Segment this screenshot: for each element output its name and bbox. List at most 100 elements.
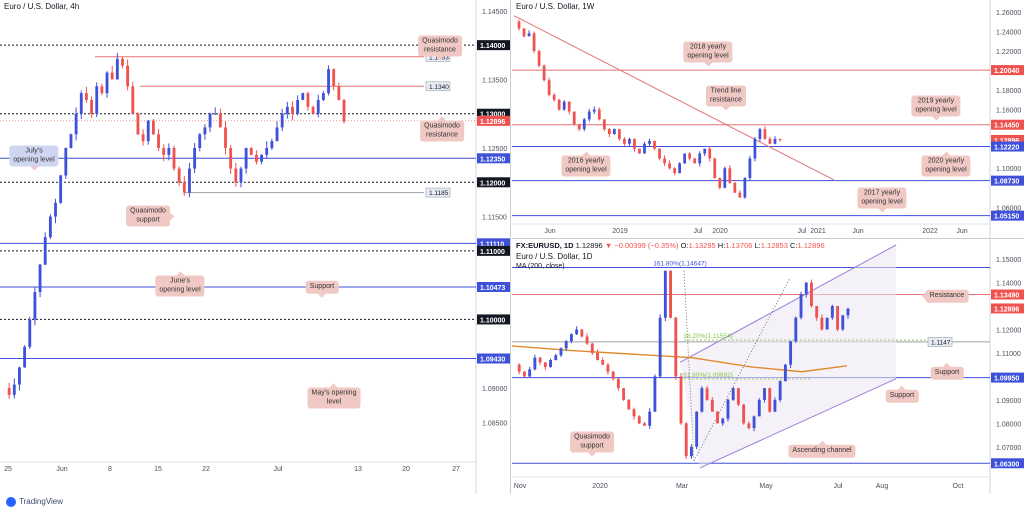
candle-body xyxy=(799,294,803,318)
price-tick-label: 1.08000 xyxy=(996,421,1021,428)
candle-body xyxy=(695,411,699,447)
candle-body xyxy=(260,154,263,162)
candle-body xyxy=(203,127,207,135)
candle-body xyxy=(825,317,829,330)
last-price: 1.12896 xyxy=(575,241,603,250)
price-tick-label: 1.10000 xyxy=(996,166,1021,173)
annotation-quasimodo-resistance-upper: Quasimodo resistance xyxy=(418,35,462,61)
candle-body xyxy=(663,270,667,318)
candle-body xyxy=(332,69,336,87)
price-label-blue: 1.12350 xyxy=(480,156,505,163)
candle-body xyxy=(28,319,32,347)
price-label-blue: 1.11110 xyxy=(480,241,504,248)
price-label-blue: 1.10473 xyxy=(480,285,505,292)
fib-label: 161.80%(1.14647) xyxy=(653,261,707,268)
price-tick-label: 1.08500 xyxy=(482,420,507,427)
candle-body xyxy=(285,106,289,114)
candle-body xyxy=(162,148,166,155)
candle-body xyxy=(763,388,766,400)
x-tick-label: Oct xyxy=(953,483,964,490)
price-tick-label: 1.15000 xyxy=(996,257,1021,264)
candle-body xyxy=(728,168,732,183)
candle-body xyxy=(537,50,541,66)
price-label-bg xyxy=(991,303,1024,314)
candle-body xyxy=(758,129,762,139)
candle-body xyxy=(59,175,63,203)
price-tick-label: 1.16000 xyxy=(996,108,1021,115)
candle-body xyxy=(291,106,294,114)
candle-body xyxy=(618,129,621,139)
x-tick-label: Aug xyxy=(876,483,889,490)
candle-body xyxy=(648,411,652,426)
candle-body xyxy=(85,93,88,100)
candle-body xyxy=(684,423,688,457)
candle-body xyxy=(820,317,824,330)
candle-body xyxy=(713,158,717,179)
price-label-bg xyxy=(991,119,1024,130)
high-value: 1.13706 xyxy=(725,241,753,250)
candle-body xyxy=(653,376,657,412)
candle-body xyxy=(585,336,589,344)
candle-body xyxy=(18,367,21,385)
candle-body xyxy=(193,148,197,169)
candle-body xyxy=(836,306,839,330)
candle-body xyxy=(582,119,586,130)
price-label-blue: 1.06300 xyxy=(994,461,1019,468)
annotation-may-opening-level: May's opening level xyxy=(307,383,361,409)
candle-body xyxy=(33,292,37,320)
candle-body xyxy=(627,399,631,410)
candle-body xyxy=(612,129,616,135)
price-label-bg xyxy=(991,141,1024,152)
annotation-2016-yearly-opening: 2016 yearly opening level xyxy=(561,151,611,177)
brand-label: TradingView xyxy=(19,497,64,507)
candle-body xyxy=(738,192,742,198)
candle-body xyxy=(673,168,676,174)
candle-body xyxy=(587,111,591,120)
candle-body xyxy=(606,364,610,372)
fib-label: 38.20%(1.11554) xyxy=(683,333,732,340)
candle-body xyxy=(198,134,202,148)
x-tick-label: 2019 xyxy=(612,228,628,235)
candle-body xyxy=(296,100,300,114)
candle-body xyxy=(726,399,730,419)
candle-body xyxy=(580,329,584,337)
candle-body xyxy=(698,153,702,164)
x-tick-label: 15 xyxy=(154,466,162,473)
candle-body xyxy=(674,317,678,377)
candle-body xyxy=(743,178,747,198)
candle-body xyxy=(678,163,682,174)
price-label-bg xyxy=(477,153,510,164)
candle-body xyxy=(100,86,104,94)
price-tick-label: 1.07000 xyxy=(996,445,1021,452)
candle-body xyxy=(757,399,761,417)
level-tag-bg xyxy=(425,81,451,92)
candle-body xyxy=(616,378,620,389)
candle-body xyxy=(517,21,521,29)
x-tick-label: May xyxy=(759,483,773,490)
tradingview-logo[interactable]: TradingView xyxy=(6,497,63,507)
price-tick-label: 1.12000 xyxy=(996,327,1021,334)
candle-body xyxy=(577,124,581,130)
candle-body xyxy=(643,423,646,426)
level-tag: 1.1340 xyxy=(429,84,449,91)
x-tick-label: 2022 xyxy=(922,228,938,235)
annotation-2020-yearly-opening: 2020 yearly opening level xyxy=(921,151,971,177)
candle-body xyxy=(177,168,181,183)
candle-body xyxy=(234,168,238,183)
x-tick-label: 22 xyxy=(202,466,210,473)
candle-body xyxy=(628,138,631,144)
chart-title-weekly: Euro / U.S. Dollar, 1W xyxy=(516,2,595,11)
candle-body xyxy=(638,148,641,154)
candle-body xyxy=(115,58,119,80)
candle-body xyxy=(131,86,135,114)
candle-body xyxy=(342,100,346,122)
price-label-bg xyxy=(477,245,510,256)
candle-body xyxy=(224,127,227,148)
x-tick-label: 2021 xyxy=(810,228,826,235)
candle-body xyxy=(794,317,798,342)
x-tick-label: Jul xyxy=(274,466,283,473)
candle-body xyxy=(632,409,636,417)
candle-body xyxy=(265,148,269,155)
candle-body xyxy=(38,264,42,292)
candle-body xyxy=(105,72,109,94)
